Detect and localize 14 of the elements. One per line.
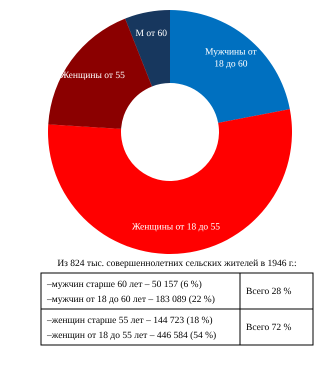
donut-slice [170, 10, 290, 123]
slice-label: Мужчины от 18 до 60 [205, 48, 258, 70]
text: –женщин старше 55 лет – 144 723 (18 %) [46, 316, 213, 326]
text: –мужчин от 18 до 60 лет – 183 089 (22 %) [46, 295, 215, 305]
donut-slice [125, 10, 170, 86]
text: –мужчин старше 60 лет – 50 157 (6 %) [46, 280, 202, 290]
slice-label: Женщины от 18 до 55 [132, 222, 220, 232]
slice-label: Женщины от 55 [60, 71, 126, 82]
text: Всего 72 % [246, 323, 292, 333]
text: Из 824 тыс. совершеннолетних сельских жителей в 1946 г.: [57, 259, 297, 269]
donut-slice [48, 109, 292, 254]
text: –женщин от 18 до 55 лет – 446 584 (54 %) [46, 331, 216, 341]
text: Всего 28 % [246, 287, 292, 297]
slice-label: М от 60 [136, 28, 168, 39]
